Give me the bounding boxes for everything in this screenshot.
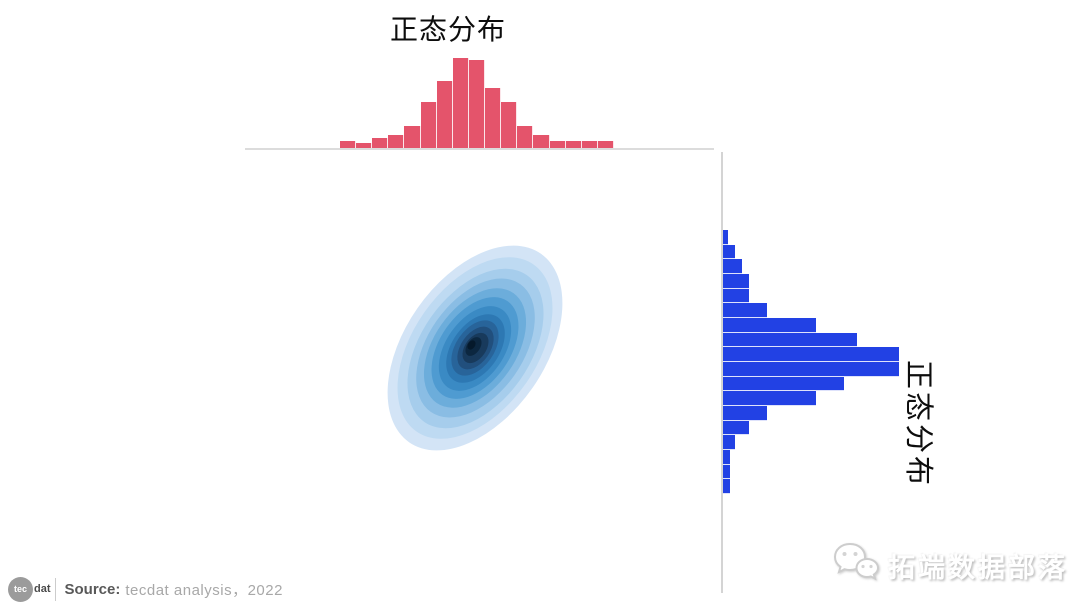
top-histogram-bar <box>388 134 405 148</box>
right-histogram-axis-line <box>721 152 723 593</box>
top-histogram-bar <box>565 140 582 148</box>
tecdat-logo: tec <box>8 576 33 602</box>
right-histogram-bar <box>723 274 750 289</box>
top-histogram-bar <box>468 59 486 148</box>
top-histogram-bar <box>420 102 437 148</box>
top-histogram-bar <box>372 138 389 148</box>
right-histogram-bar <box>723 406 767 421</box>
footer-divider <box>54 577 56 601</box>
right-histogram-bar <box>723 230 729 245</box>
top-histogram-bar <box>549 140 566 148</box>
right-histogram-bar <box>723 259 743 274</box>
right-histogram <box>723 230 903 494</box>
right-histogram-bar <box>723 244 736 260</box>
top-histogram-bar <box>404 126 421 148</box>
top-histogram-bar <box>436 80 453 148</box>
top-histogram-title: 正态分布 <box>389 14 506 45</box>
right-histogram-bar <box>723 376 845 392</box>
wechat-icon <box>832 540 880 591</box>
top-histogram <box>340 57 614 148</box>
right-histogram-bar <box>723 450 731 465</box>
right-histogram-bar <box>723 464 731 480</box>
top-histogram-bar <box>501 102 518 148</box>
right-histogram-bar <box>723 435 736 450</box>
top-histogram-bar <box>452 58 469 148</box>
right-histogram-bar <box>723 362 899 377</box>
source-label: Source: <box>64 580 121 598</box>
source-text: tecdat analysis，2022 <box>125 581 283 599</box>
right-histogram-bar <box>723 420 750 436</box>
top-histogram-bar <box>356 142 373 148</box>
right-histogram-bar <box>723 332 857 348</box>
right-histogram-bar <box>723 318 817 333</box>
top-histogram-bar <box>597 140 614 148</box>
top-histogram-bar <box>485 87 502 148</box>
top-histogram-axis-line <box>245 148 714 150</box>
right-histogram-bar <box>723 347 899 362</box>
right-histogram-bar <box>723 479 731 494</box>
right-histogram-bar <box>723 303 767 318</box>
source-footer: tec dat Source: tecdat analysis，2022 <box>8 576 283 602</box>
top-histogram-bar <box>517 125 534 148</box>
right-histogram-bar <box>723 288 750 304</box>
watermark-text: 拓端数据部落 <box>888 553 1068 583</box>
top-histogram-bar <box>581 140 598 148</box>
watermark: 拓端数据部落 <box>832 540 1068 591</box>
tecdat-logo-suffix: dat <box>34 583 51 595</box>
top-histogram-bar <box>340 140 357 148</box>
top-histogram-bar <box>533 135 550 148</box>
right-histogram-bar <box>723 391 817 406</box>
